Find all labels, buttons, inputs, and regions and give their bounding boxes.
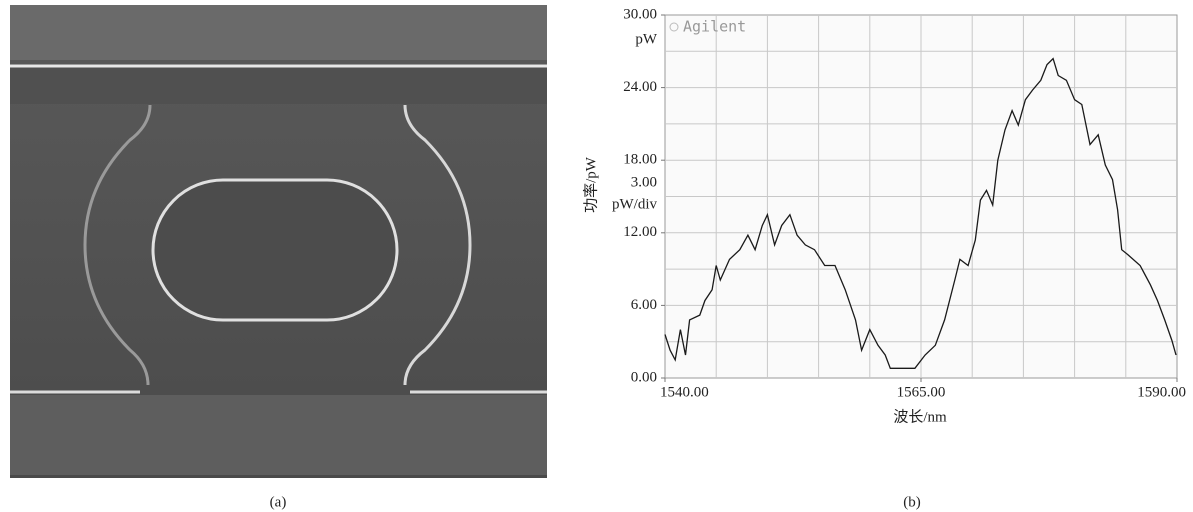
x-tick-label: 1590.00 xyxy=(1137,384,1186,400)
x-axis-label: 波长/nm xyxy=(893,408,947,425)
y-tick-label: 12.00 xyxy=(623,224,657,240)
annotation: pW xyxy=(635,31,658,47)
annotation: 3.00 xyxy=(631,174,657,190)
x-tick-label: 1540.00 xyxy=(660,384,709,400)
y-tick-label: 24.00 xyxy=(623,79,657,95)
y-axis-label: 功率/pW xyxy=(582,156,599,213)
y-tick-label: 0.00 xyxy=(631,369,657,385)
figure: (a) 0.00 6.00 12.00 18.00 24.00 30.00 1540.00 1… xyxy=(0,0,1193,512)
caption: (b) xyxy=(903,494,921,510)
y-tick-label: 30.00 xyxy=(623,6,657,22)
sem-image xyxy=(10,5,547,478)
chart: 0.00 6.00 12.00 18.00 24.00 30.00 1540.00 1565.… xyxy=(582,6,1186,510)
annotation: pW/div xyxy=(612,196,657,212)
y-tick-label: 6.00 xyxy=(631,297,657,313)
annotation: Agilent xyxy=(683,18,746,36)
x-tick-label: 1565.00 xyxy=(897,384,946,400)
y-tick-label: 18.00 xyxy=(623,152,657,168)
caption: (a) xyxy=(270,494,287,510)
